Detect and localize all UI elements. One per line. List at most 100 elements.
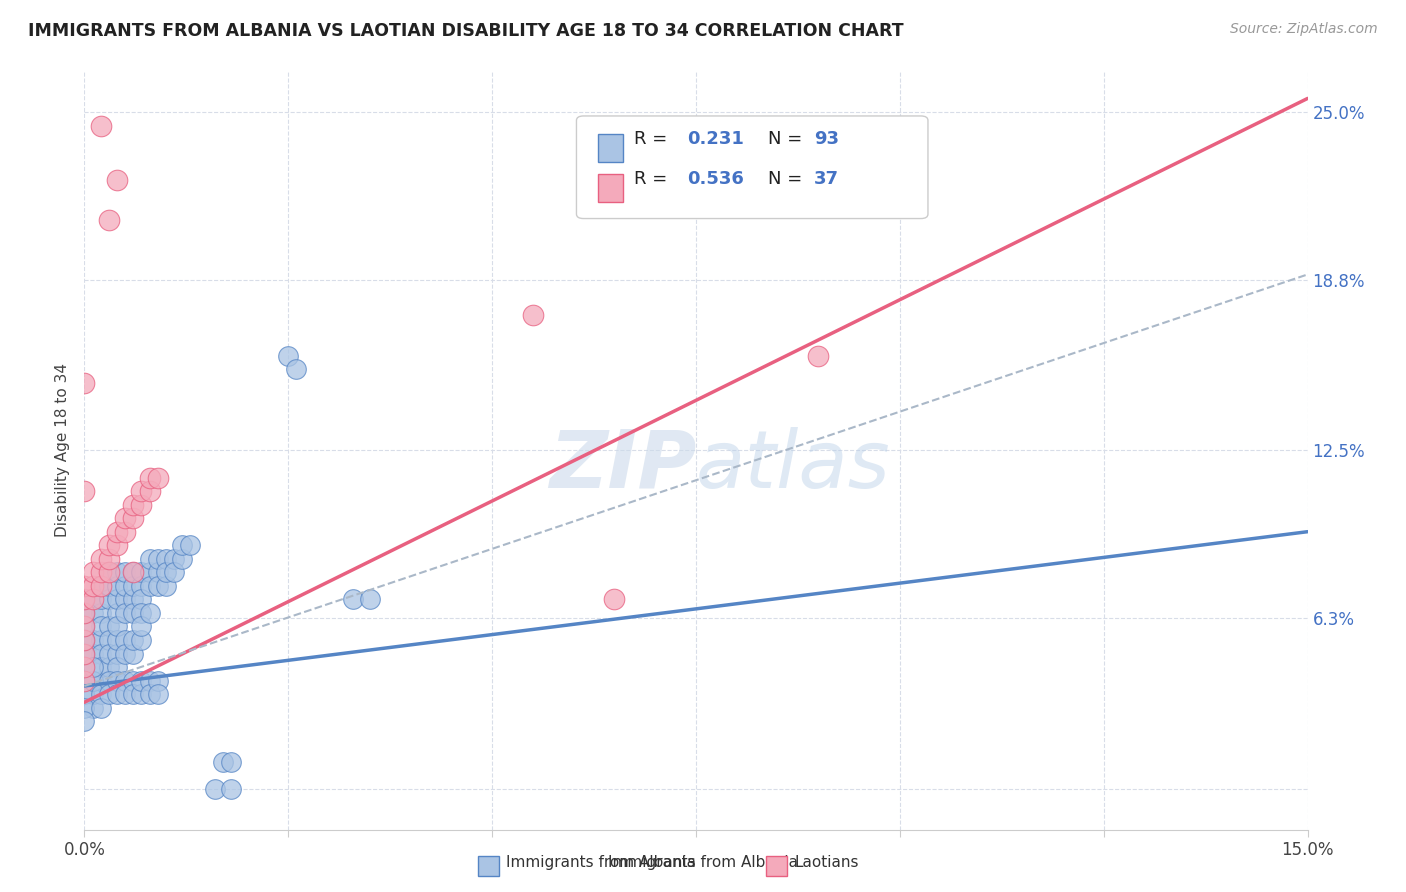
Point [82, 700, 104, 714]
Point [114, 673, 136, 688]
Point [172, 551, 194, 566]
Point [105, 524, 128, 539]
Text: Immigrants from Albania: Immigrants from Albania [506, 855, 696, 870]
Point [90, 660, 112, 674]
Point [73, 592, 96, 607]
Point [105, 579, 128, 593]
Point [131, 484, 153, 499]
Point [131, 633, 153, 648]
Point [90, 592, 112, 607]
Text: Laotians: Laotians [794, 855, 859, 870]
Point [97, 687, 120, 701]
Point [82, 606, 104, 620]
Point [219, 781, 242, 796]
Point [82, 647, 104, 661]
Point [97, 619, 120, 633]
Point [73, 647, 96, 661]
Point [114, 687, 136, 701]
Point [82, 687, 104, 701]
Point [105, 647, 128, 661]
Point [82, 633, 104, 648]
Text: 93: 93 [814, 130, 839, 148]
Point [131, 619, 153, 633]
Point [97, 213, 120, 227]
Point [105, 673, 128, 688]
Point [131, 579, 153, 593]
Point [138, 551, 160, 566]
Point [163, 551, 186, 566]
Point [122, 687, 145, 701]
Point [82, 660, 104, 674]
Point [522, 308, 544, 322]
Point [131, 687, 153, 701]
Point [212, 755, 235, 769]
Point [179, 538, 201, 552]
Text: R =: R = [634, 130, 673, 148]
Point [73, 700, 96, 714]
Point [114, 647, 136, 661]
Point [122, 606, 145, 620]
Point [73, 673, 96, 688]
Point [146, 687, 169, 701]
Point [90, 119, 112, 133]
Point [82, 673, 104, 688]
Point [90, 551, 112, 566]
Point [97, 551, 120, 566]
Point [82, 579, 104, 593]
Point [138, 687, 160, 701]
Point [97, 647, 120, 661]
Point [105, 687, 128, 701]
Point [73, 673, 96, 688]
Point [97, 633, 120, 648]
Point [122, 673, 145, 688]
Point [172, 538, 194, 552]
Point [219, 755, 242, 769]
Point [82, 566, 104, 580]
Point [122, 566, 145, 580]
Point [122, 592, 145, 607]
Point [90, 579, 112, 593]
Point [90, 647, 112, 661]
Point [73, 633, 96, 648]
Point [90, 700, 112, 714]
Point [82, 592, 104, 607]
Point [131, 592, 153, 607]
Point [603, 592, 626, 607]
Point [73, 484, 96, 499]
Point [138, 566, 160, 580]
Point [90, 687, 112, 701]
Point [163, 566, 186, 580]
Point [73, 579, 96, 593]
Point [105, 538, 128, 552]
Point [97, 566, 120, 580]
Point [97, 592, 120, 607]
Point [82, 673, 104, 688]
Point [105, 606, 128, 620]
Text: 37: 37 [814, 170, 839, 188]
Point [82, 592, 104, 607]
Point [105, 660, 128, 674]
Point [90, 606, 112, 620]
Point [105, 633, 128, 648]
Point [73, 660, 96, 674]
Text: N =: N = [768, 170, 807, 188]
Point [146, 470, 169, 484]
Point [131, 673, 153, 688]
Point [90, 566, 112, 580]
Point [90, 673, 112, 688]
Text: IMMIGRANTS FROM ALBANIA VS LAOTIAN DISABILITY AGE 18 TO 34 CORRELATION CHART: IMMIGRANTS FROM ALBANIA VS LAOTIAN DISAB… [28, 22, 904, 40]
Point [146, 673, 169, 688]
Text: Source: ZipAtlas.com: Source: ZipAtlas.com [1230, 22, 1378, 37]
Point [122, 511, 145, 525]
Point [105, 172, 128, 186]
Point [73, 619, 96, 633]
Text: R =: R = [634, 170, 673, 188]
Point [131, 606, 153, 620]
Point [138, 470, 160, 484]
Point [105, 619, 128, 633]
Point [114, 606, 136, 620]
Point [155, 566, 177, 580]
Point [204, 781, 226, 796]
Point [122, 633, 145, 648]
Point [73, 619, 96, 633]
